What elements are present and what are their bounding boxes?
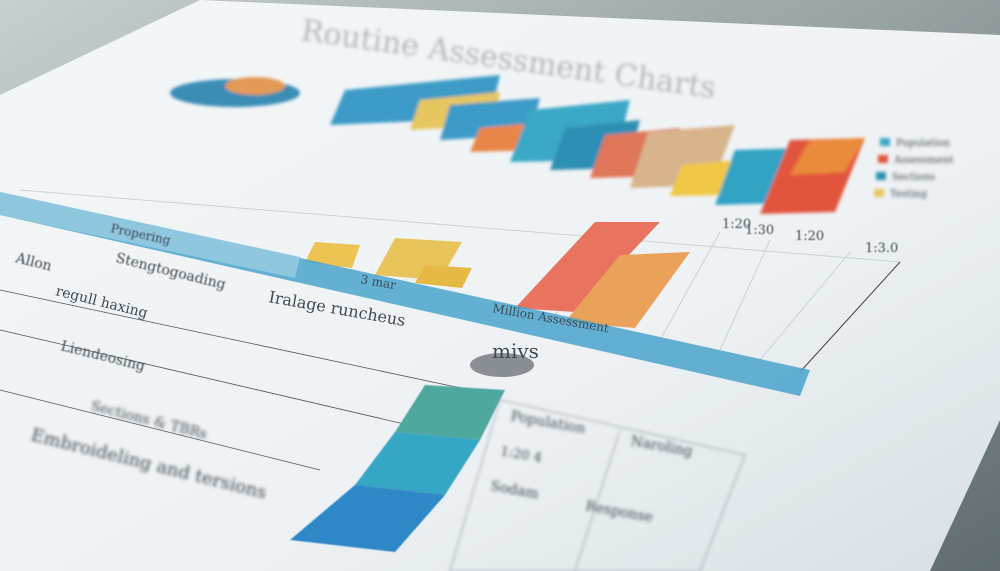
pie-slice bbox=[225, 77, 285, 95]
grid bbox=[19, 189, 901, 373]
legend-label: Assessment bbox=[893, 155, 954, 166]
scale-label: 1:20 bbox=[795, 229, 824, 244]
band-light bbox=[0, 192, 300, 278]
logo-mark bbox=[470, 353, 534, 377]
scale-label: 1:30 bbox=[745, 223, 774, 238]
row-lines bbox=[0, 289, 471, 471]
band-label: 3 mar bbox=[359, 272, 397, 292]
teal-column bbox=[290, 385, 505, 552]
scale-label: 1:3.0 bbox=[865, 241, 898, 256]
legend-label: Sections bbox=[892, 172, 935, 183]
lower-bars bbox=[305, 222, 690, 328]
legend-label: Testing bbox=[890, 189, 928, 200]
bar-chart bbox=[330, 75, 865, 214]
legend-label: Population bbox=[896, 138, 951, 149]
logo: mivs bbox=[492, 339, 539, 363]
table-cell: 1:20 4 bbox=[499, 444, 543, 466]
legend: Population Assessment Sections Testing bbox=[874, 138, 954, 200]
scale-labels: 1:20 1:30 1:20 1:3.0 bbox=[722, 217, 898, 256]
scale-label: 1:20 bbox=[722, 217, 751, 232]
